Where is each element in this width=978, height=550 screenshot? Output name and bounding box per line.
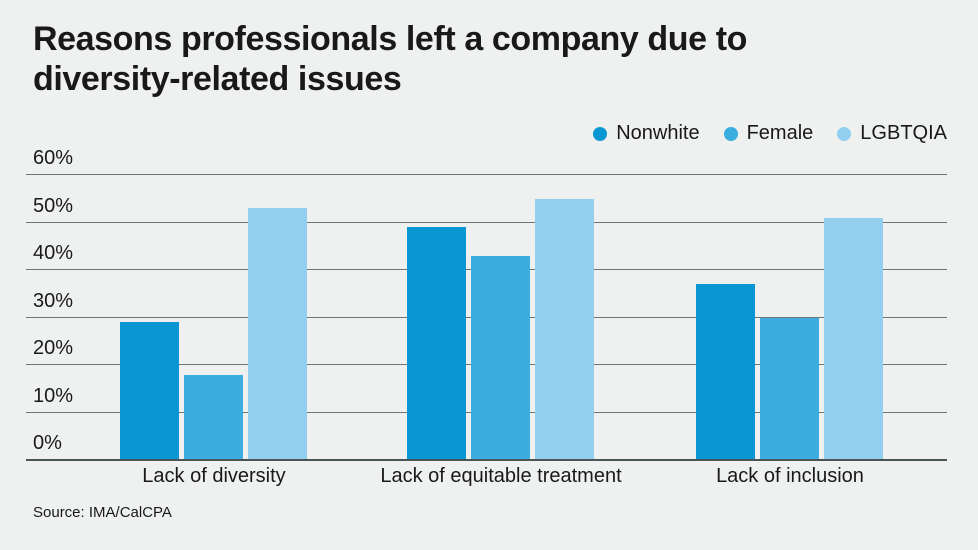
bar-lgbtqia-lack-of-equitable-treatment bbox=[535, 198, 594, 460]
legend-dot-lgbtqia-icon bbox=[837, 126, 852, 141]
y-tick-label-40: 40% bbox=[33, 242, 74, 264]
legend-dot-female-icon bbox=[723, 126, 738, 141]
x-axis-label-lack-of-inclusion: Lack of inclusion bbox=[716, 465, 864, 487]
bar-female-lack-of-equitable-treatment bbox=[471, 255, 530, 460]
y-tick-label-50: 50% bbox=[33, 194, 74, 217]
bar-nonwhite-lack-of-inclusion bbox=[696, 284, 755, 460]
legend-item-female: Female bbox=[723, 122, 814, 145]
x-axis-label-lack-of-equitable-treatment: Lack of equitable treatment bbox=[380, 465, 622, 487]
bar-nonwhite-lack-of-diversity bbox=[120, 322, 179, 460]
y-tick-label-60: 60% bbox=[33, 147, 74, 169]
legend-label-nonwhite: Nonwhite bbox=[616, 122, 700, 144]
legend-item-nonwhite: Nonwhite bbox=[593, 122, 700, 145]
bar-female-lack-of-inclusion bbox=[760, 317, 819, 460]
chart-title-line-2: diversity-related issues bbox=[33, 59, 402, 98]
x-axis-label-lack-of-diversity: Lack of diversity bbox=[142, 465, 286, 487]
x-axis-line bbox=[26, 459, 947, 461]
bar-female-lack-of-diversity bbox=[184, 374, 243, 460]
chart-title: Reasons professionals left a company due… bbox=[33, 20, 913, 100]
bar-lgbtqia-lack-of-diversity bbox=[248, 208, 307, 460]
chart-title-line-1: Reasons professionals left a company due… bbox=[33, 20, 747, 58]
legend-dot-nonwhite-icon bbox=[593, 126, 608, 141]
source-note: Source: IMA/CalCPA bbox=[33, 504, 172, 521]
bar-nonwhite-lack-of-equitable-treatment bbox=[407, 227, 466, 460]
legend-label-lgbtqia: LGBTQIA bbox=[860, 122, 947, 144]
plot-area: Lack of diversity Lack of equitable trea… bbox=[26, 147, 947, 487]
y-tick-label-20: 20% bbox=[33, 337, 74, 359]
legend-item-lgbtqia: LGBTQIA bbox=[837, 122, 947, 145]
legend: Nonwhite Female LGBTQIA bbox=[593, 122, 947, 145]
gridline-50 bbox=[26, 221, 947, 223]
y-tick-label-0: 0% bbox=[33, 432, 62, 454]
legend-label-female: Female bbox=[746, 122, 814, 144]
y-tick-label-10: 10% bbox=[33, 384, 74, 407]
gridline-60 bbox=[26, 174, 947, 175]
y-tick-label-30: 30% bbox=[33, 289, 74, 312]
bar-lgbtqia-lack-of-inclusion bbox=[824, 217, 883, 460]
